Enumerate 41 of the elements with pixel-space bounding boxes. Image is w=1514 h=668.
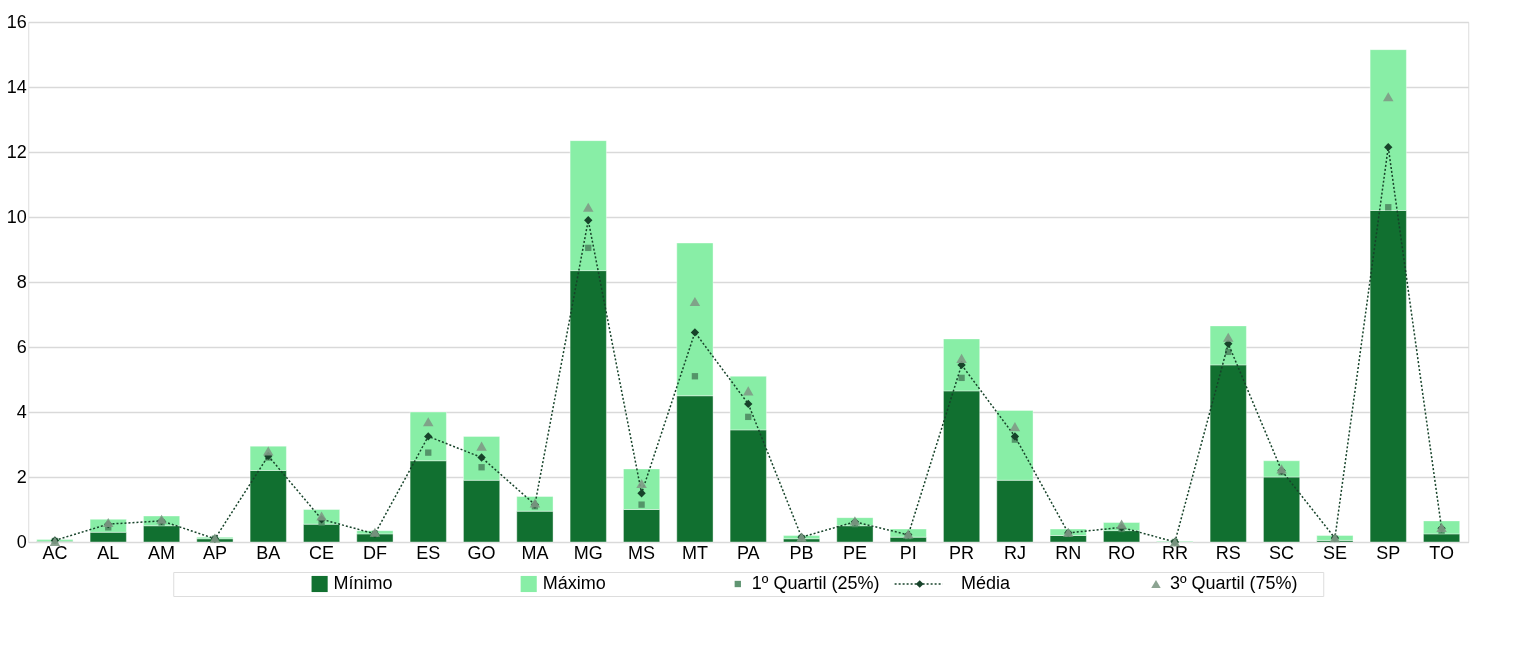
x-tick-label: SE — [1322, 542, 1347, 563]
y-tick-label: 6 — [16, 336, 27, 357]
x-tick-label: PA — [736, 542, 760, 563]
y-tick-label: 14 — [6, 76, 27, 97]
y-tick-label: 4 — [16, 401, 27, 422]
y-tick-label: 16 — [6, 11, 27, 32]
x-tick-label: GO — [467, 542, 496, 563]
y-tick-label: 0 — [16, 531, 27, 552]
legend-label: 1º Quartil (25%) — [751, 573, 880, 593]
x-tick-label: MT — [681, 542, 708, 563]
x-tick-label: TO — [1429, 542, 1454, 563]
x-tick-label: MS — [628, 542, 656, 563]
y-tick-label: 12 — [6, 141, 27, 162]
x-tick-label: RJ — [1003, 542, 1026, 563]
y-tick-label: 2 — [16, 466, 27, 487]
x-tick-label: RS — [1215, 542, 1241, 563]
x-tick-label: BA — [256, 542, 281, 563]
x-tick-label: MG — [573, 542, 603, 563]
x-tick-label: PR — [949, 542, 975, 563]
x-tick-label: CE — [309, 542, 335, 563]
legend-label: 3º Quartil (75%) — [1169, 573, 1298, 593]
x-tick-label: AC — [42, 542, 68, 563]
x-tick-label: RO — [1108, 542, 1136, 563]
y-tick-label: 10 — [6, 206, 27, 227]
x-tick-label: PE — [842, 542, 867, 563]
legend-label: Média — [960, 573, 1011, 593]
y-tick-label: 8 — [16, 271, 27, 292]
x-tick-label: AM — [148, 542, 176, 563]
x-tick-label: MA — [521, 542, 549, 563]
legend-label: Máximo — [542, 573, 606, 593]
x-tick-label: AL — [97, 542, 120, 563]
x-tick-label: PB — [789, 542, 814, 563]
x-tick-label: SC — [1269, 542, 1295, 563]
x-tick-label: ES — [416, 542, 441, 563]
x-tick-label: RR — [1161, 542, 1188, 563]
x-tick-label: SP — [1376, 542, 1401, 563]
x-tick-label: DF — [362, 542, 387, 563]
legend-label: Mínimo — [333, 573, 393, 593]
x-tick-label: RN — [1055, 542, 1082, 563]
x-tick-label: PI — [899, 542, 917, 563]
x-tick-label: AP — [202, 542, 227, 563]
